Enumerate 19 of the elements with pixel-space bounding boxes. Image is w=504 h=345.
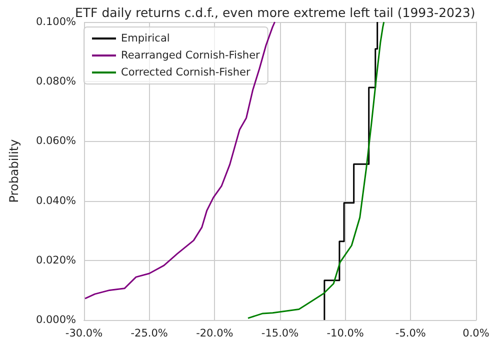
x-tick-label: -30.0% — [65, 328, 103, 340]
x-tick-label: -10.0% — [326, 328, 364, 340]
y-tick-label: 0.020% — [36, 254, 76, 266]
x-tick-label: -5.0% — [395, 328, 426, 340]
legend-label: Empirical — [121, 32, 170, 44]
legend-label: Corrected Cornish-Fisher — [121, 66, 251, 78]
y-tick-label: 0.040% — [36, 194, 76, 207]
line-series — [84, 21, 276, 300]
x-tick-label: 0.0% — [462, 328, 490, 340]
y-tick-label: 0.000% — [36, 314, 76, 326]
legend-label: Rearranged Cornish-Fisher — [121, 50, 261, 62]
x-tick-label: -15.0% — [261, 328, 299, 340]
y-tick-label: 0.100% — [36, 16, 76, 28]
y-tick-label: 0.080% — [36, 76, 76, 88]
x-tick-label: -25.0% — [130, 328, 168, 340]
y-axis-title: Probability — [7, 139, 21, 203]
chart-title: ETF daily returns c.d.f., even more extreme left tail (1993-2023) — [75, 5, 476, 20]
x-tick-label: -20.0% — [196, 328, 234, 340]
y-tick-label: 0.060% — [36, 135, 76, 148]
